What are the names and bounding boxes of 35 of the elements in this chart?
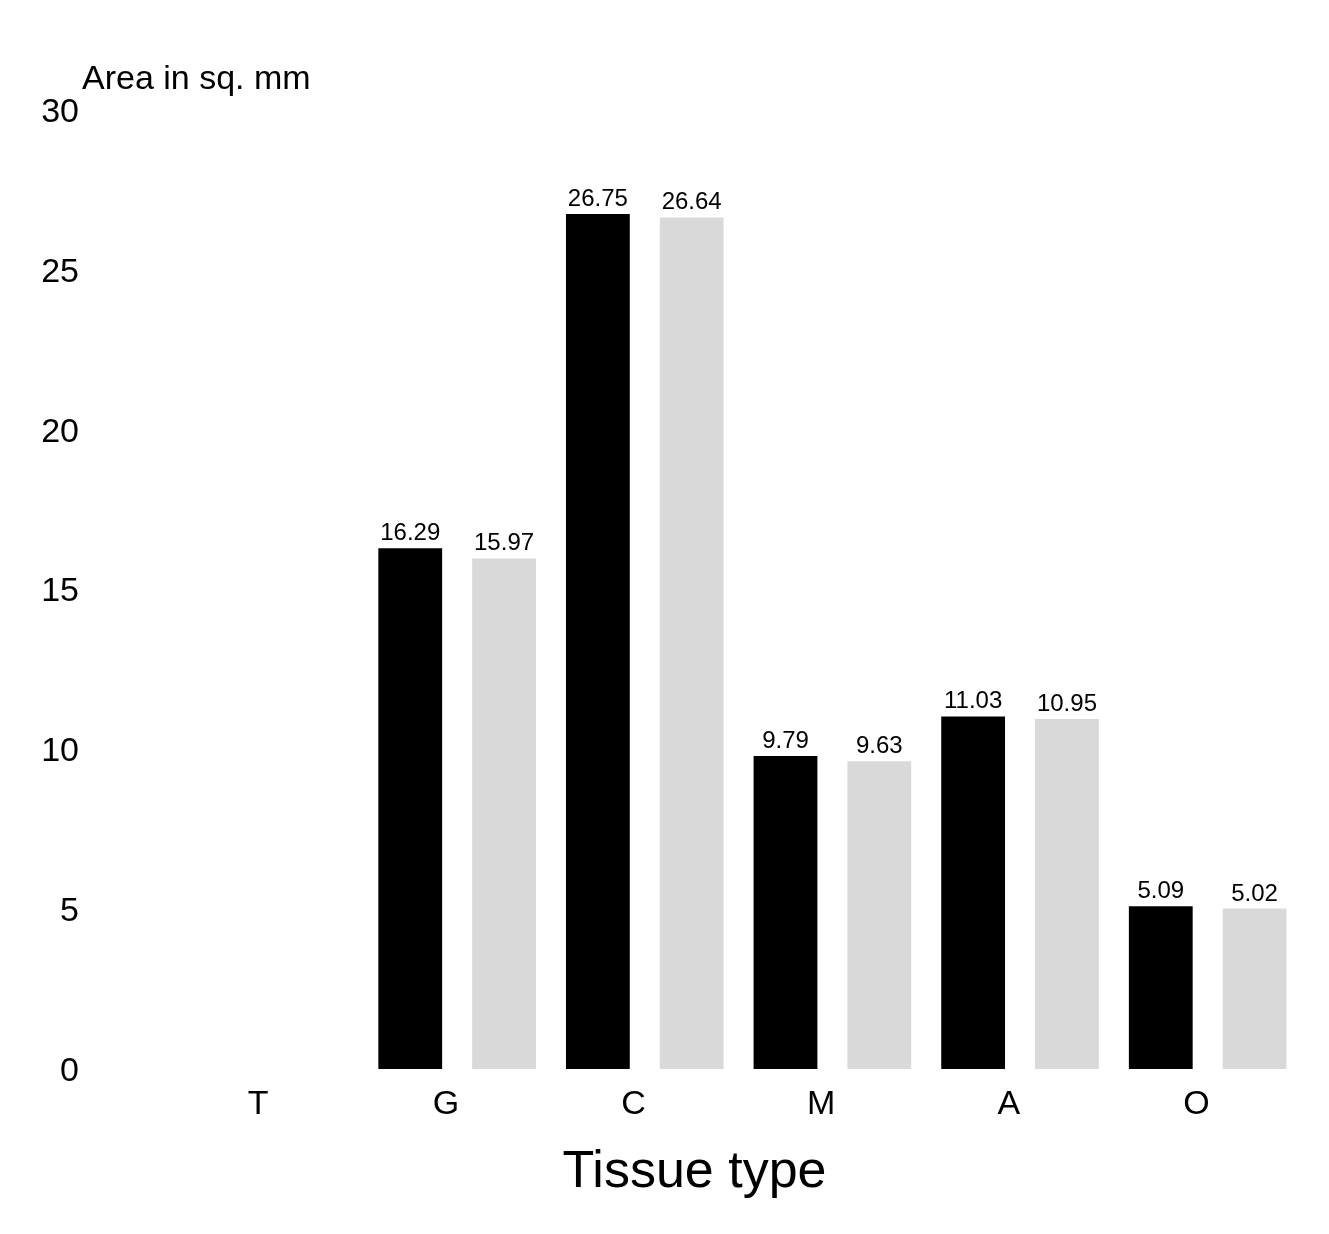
data-label: 26.75 bbox=[567, 183, 628, 211]
x-tick-label: O bbox=[1183, 1083, 1210, 1121]
x-tick-label: T bbox=[247, 1083, 269, 1121]
y-tick-label: 5 bbox=[60, 890, 79, 929]
y-tick-label: 15 bbox=[41, 570, 79, 609]
data-label: 16.29 bbox=[380, 518, 441, 546]
bar bbox=[378, 548, 443, 1069]
x-axis-title: Tissue type bbox=[562, 1139, 827, 1198]
y-axis-title: Area in sq. mm bbox=[82, 58, 311, 96]
y-tick-label: 25 bbox=[41, 250, 79, 289]
data-label: 9.79 bbox=[762, 726, 809, 754]
x-tick-label: A bbox=[997, 1083, 1021, 1121]
data-label: 11.03 bbox=[943, 686, 1003, 714]
y-tick-label: 20 bbox=[41, 410, 79, 449]
data-label: 15.97 bbox=[474, 528, 535, 556]
bar bbox=[941, 716, 1006, 1069]
data-label: 26.64 bbox=[661, 187, 722, 215]
bar bbox=[1035, 718, 1099, 1069]
bar bbox=[847, 761, 912, 1069]
bar bbox=[1128, 906, 1193, 1069]
data-label: 5.02 bbox=[1231, 878, 1278, 906]
x-tick-label: C bbox=[621, 1083, 646, 1121]
x-tick-label: G bbox=[432, 1083, 460, 1121]
data-label: 9.63 bbox=[855, 731, 903, 759]
bar bbox=[472, 558, 536, 1069]
data-label: 5.09 bbox=[1137, 876, 1185, 904]
bar bbox=[565, 213, 630, 1069]
bar bbox=[753, 756, 818, 1069]
x-tick-label: M bbox=[806, 1083, 836, 1121]
data-label: 10.95 bbox=[1036, 688, 1097, 716]
y-tick-label: 30 bbox=[41, 90, 79, 129]
bar bbox=[659, 217, 724, 1069]
y-tick-label: 10 bbox=[41, 730, 79, 769]
y-tick-label: 0 bbox=[60, 1049, 79, 1088]
bar bbox=[1222, 908, 1287, 1069]
